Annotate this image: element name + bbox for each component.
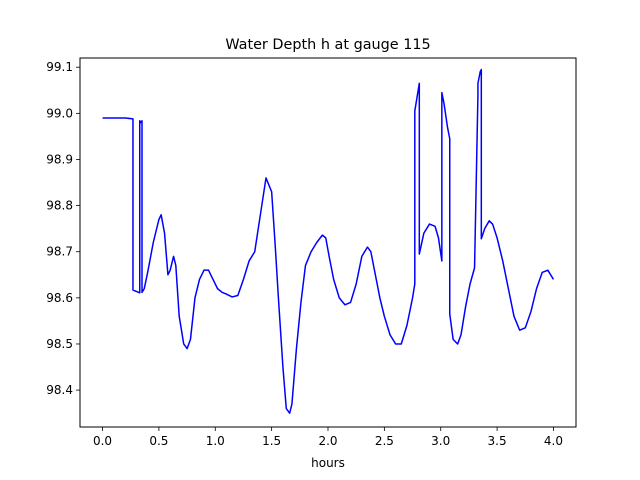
x-tick-label: 1.0 xyxy=(206,434,225,448)
x-tick-label: 3.5 xyxy=(488,434,507,448)
x-tick-label: 0.5 xyxy=(149,434,168,448)
y-tick-label: 98.9 xyxy=(46,152,73,166)
x-tick-label: 2.5 xyxy=(375,434,394,448)
x-tick-label: 4.0 xyxy=(544,434,563,448)
series-line-0 xyxy=(102,68,555,414)
y-ticks: 98.4 98.5 98.6 98.7 98.8 98.9 99.0 99.1 xyxy=(46,60,80,397)
chart-title: Water Depth h at gauge 115 xyxy=(225,37,430,53)
x-tick-label: 2.0 xyxy=(318,434,337,448)
y-tick-label: 98.5 xyxy=(46,337,73,351)
x-tick-label: 1.5 xyxy=(262,434,281,448)
x-ticks: 0.0 0.5 1.0 1.5 2.0 2.5 3.0 3.5 4.0 xyxy=(93,427,563,448)
axes-frame xyxy=(79,57,577,428)
x-tick-label: 3.0 xyxy=(431,434,450,448)
y-tick-label: 98.4 xyxy=(46,383,73,397)
y-tick-label: 99.1 xyxy=(46,60,73,74)
y-tick-label: 99.0 xyxy=(46,106,73,120)
x-axis-label: hours xyxy=(311,456,345,470)
y-tick-label: 98.8 xyxy=(46,199,73,213)
y-tick-label: 98.6 xyxy=(46,291,73,305)
plot-area xyxy=(102,68,555,414)
x-tick-label: 0.0 xyxy=(93,434,112,448)
y-tick-label: 98.7 xyxy=(46,245,73,259)
